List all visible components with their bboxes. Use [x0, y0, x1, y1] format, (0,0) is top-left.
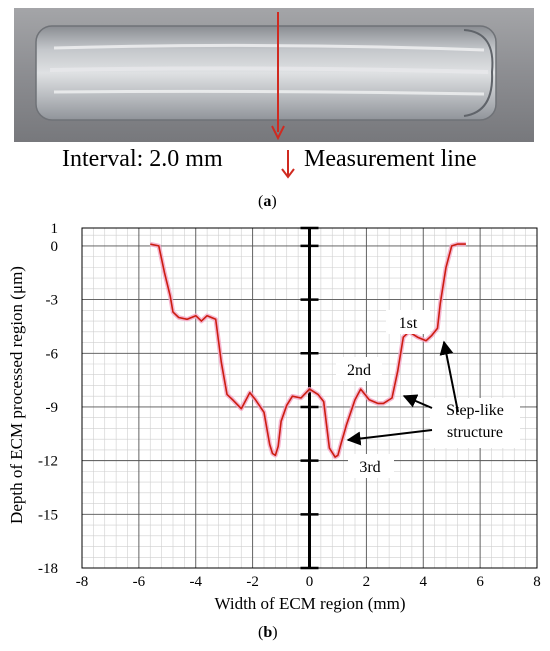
y-tick-label: -18 [38, 561, 58, 577]
measurement-legend-arrow-icon [281, 150, 295, 179]
label-2nd-box [336, 357, 382, 381]
x-tick-label: 4 [420, 574, 428, 590]
ecm-groove [35, 25, 497, 121]
y-axis-label: Depth of ECM processed region (μm) [7, 266, 26, 524]
groove-streak [53, 89, 485, 96]
workpiece-photo [14, 8, 534, 142]
x-tick-label: -8 [76, 574, 89, 590]
caption-b: (b) [258, 624, 278, 641]
x-tick-label: 0 [306, 574, 314, 590]
arrow-to-2nd-step [402, 394, 433, 409]
x-axis-label: Width of ECM region (mm) [214, 594, 405, 613]
groove-edge [463, 29, 494, 117]
x-tick-label: -4 [190, 574, 203, 590]
step-like-label: Step-like structure [446, 402, 504, 441]
step-like-line-1: Step-like [446, 402, 504, 419]
measurement-line-label: Measurement line [304, 146, 477, 172]
y-tick-labels: 1 0 -3 -6 -9 -12 -15 -18 [38, 221, 58, 577]
x-tick-label: -6 [133, 574, 146, 590]
depth-profile-chart: -8 -6 -4 -2 0 2 4 6 8 10-3-6-9-12-15-18 1st 2nd … [7, 221, 541, 613]
caption-a: (a) [258, 193, 277, 210]
groove-streak [53, 43, 485, 52]
x-tick-label: 2 [363, 574, 371, 590]
depth-profile-line [150, 243, 466, 458]
arrow-to-3rd-step [346, 429, 433, 446]
y-tick-label: -3 [46, 293, 59, 309]
label-1st-box [386, 310, 430, 334]
x-tick-label: 8 [533, 574, 541, 590]
groove-streak [49, 66, 489, 74]
interval-label: Interval: 2.0 mm [62, 146, 223, 172]
label-2nd: 2nd [347, 362, 371, 379]
x-tick-label: 6 [476, 574, 484, 590]
measurement-arrowhead [271, 125, 285, 141]
y-tick-label: -6 [46, 346, 59, 362]
label-3rd: 3rd [359, 459, 380, 476]
y-tick-label: 1 [51, 221, 59, 237]
plot-frame [81, 227, 538, 569]
step-like-line-2: structure [447, 424, 503, 441]
y-tick-label: -12 [38, 454, 58, 470]
x-tick-labels: -8 -6 -4 -2 0 2 4 6 8 [76, 574, 541, 590]
step-like-label-box [430, 398, 520, 448]
label-3rd-box [348, 454, 394, 478]
y-tick-label: -9 [46, 400, 59, 416]
y-tick-label: 0 [51, 239, 59, 255]
x-tick-label: -2 [246, 574, 259, 590]
y-tick-label: -15 [38, 507, 58, 523]
arrow-to-1st-step [439, 340, 459, 413]
label-1st: 1st [399, 315, 418, 332]
